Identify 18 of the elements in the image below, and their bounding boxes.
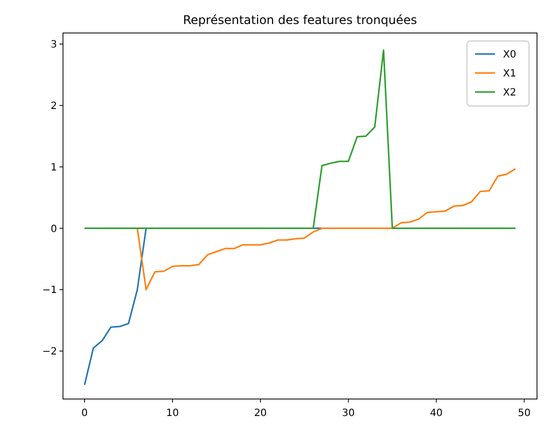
x-tick-label: 0 xyxy=(81,408,88,419)
x-tick-label: 50 xyxy=(518,408,531,419)
x-tick-label: 20 xyxy=(254,408,267,419)
x-tick-label: 30 xyxy=(342,408,355,419)
line-series xyxy=(136,168,516,290)
y-tick-label: −2 xyxy=(42,346,57,358)
y-tick-label: −1 xyxy=(42,285,57,296)
y-tick-label: 2 xyxy=(50,100,57,112)
legend-label: X1 xyxy=(503,68,516,80)
legend-label: X2 xyxy=(503,88,516,98)
line-series xyxy=(84,49,516,230)
legend-label: X0 xyxy=(503,50,516,60)
x-tick-label: 40 xyxy=(430,408,443,419)
chart-title: Représentation des features tronquées xyxy=(183,13,417,27)
x-tick-label: 10 xyxy=(166,408,179,419)
y-tick-label: 3 xyxy=(50,40,57,51)
y-tick-label: 0 xyxy=(50,224,57,235)
y-tick-label: 1 xyxy=(50,162,57,174)
